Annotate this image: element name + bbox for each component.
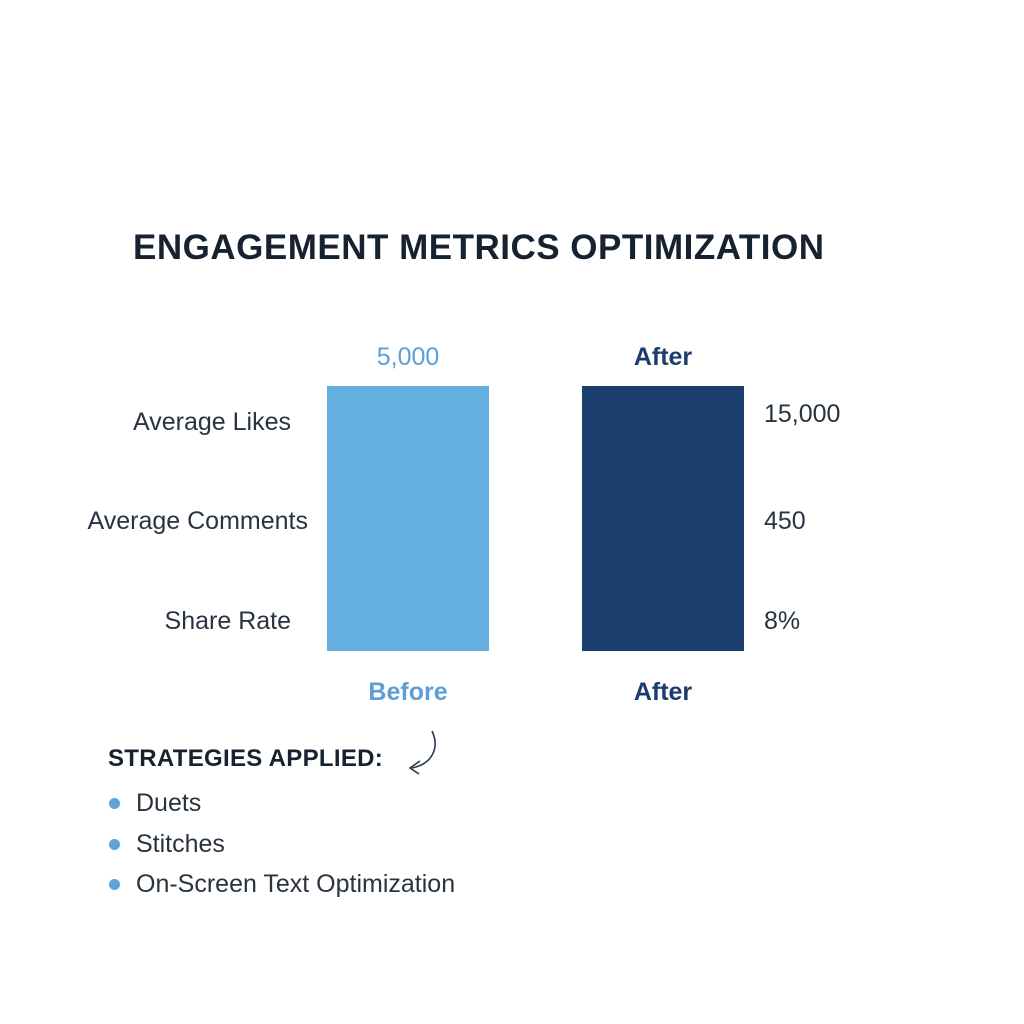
bar-before-bottom-label: Before: [368, 678, 447, 706]
arrow-head-icon: [408, 760, 421, 775]
after-value-comments: 450: [764, 507, 806, 535]
bar-after: [582, 386, 744, 651]
strategy-label: On-Screen Text Optimization: [136, 870, 456, 898]
after-value-share-rate: 8%: [764, 607, 800, 635]
curved-arrow-icon: [411, 730, 436, 769]
list-item: Duets: [108, 789, 455, 830]
list-item: On-Screen Text Optimization: [108, 870, 455, 911]
list-item: Stitches: [108, 830, 455, 871]
bullet-icon: [109, 798, 120, 809]
strategies-heading: STRATEGIES APPLIED:: [108, 745, 384, 772]
bar-before: [327, 386, 489, 651]
strategy-label: Stitches: [136, 829, 225, 858]
strategies-section: STRATEGIES APPLIED: Duets Stitches On-Sc…: [108, 745, 455, 911]
bullet-icon: [109, 879, 120, 890]
bar-before-top-label: 5,000: [377, 343, 440, 371]
bullet-icon: [109, 838, 120, 850]
bar-after-bottom-label: After: [634, 678, 693, 706]
row-label-average-likes: Average Likes: [133, 408, 291, 436]
row-label-share-rate: Share Rate: [165, 607, 291, 635]
after-value-likes: 15,000: [764, 400, 840, 428]
bar-after-top-label: After: [634, 343, 693, 371]
chart-title: ENGAGEMENT METRICS OPTIMIZATION: [133, 228, 825, 267]
strategies-list: Duets Stitches On-Screen Text Optimizati…: [108, 789, 455, 911]
strategy-label: Duets: [136, 789, 202, 817]
row-label-average-comments: Average Comments: [88, 507, 308, 535]
